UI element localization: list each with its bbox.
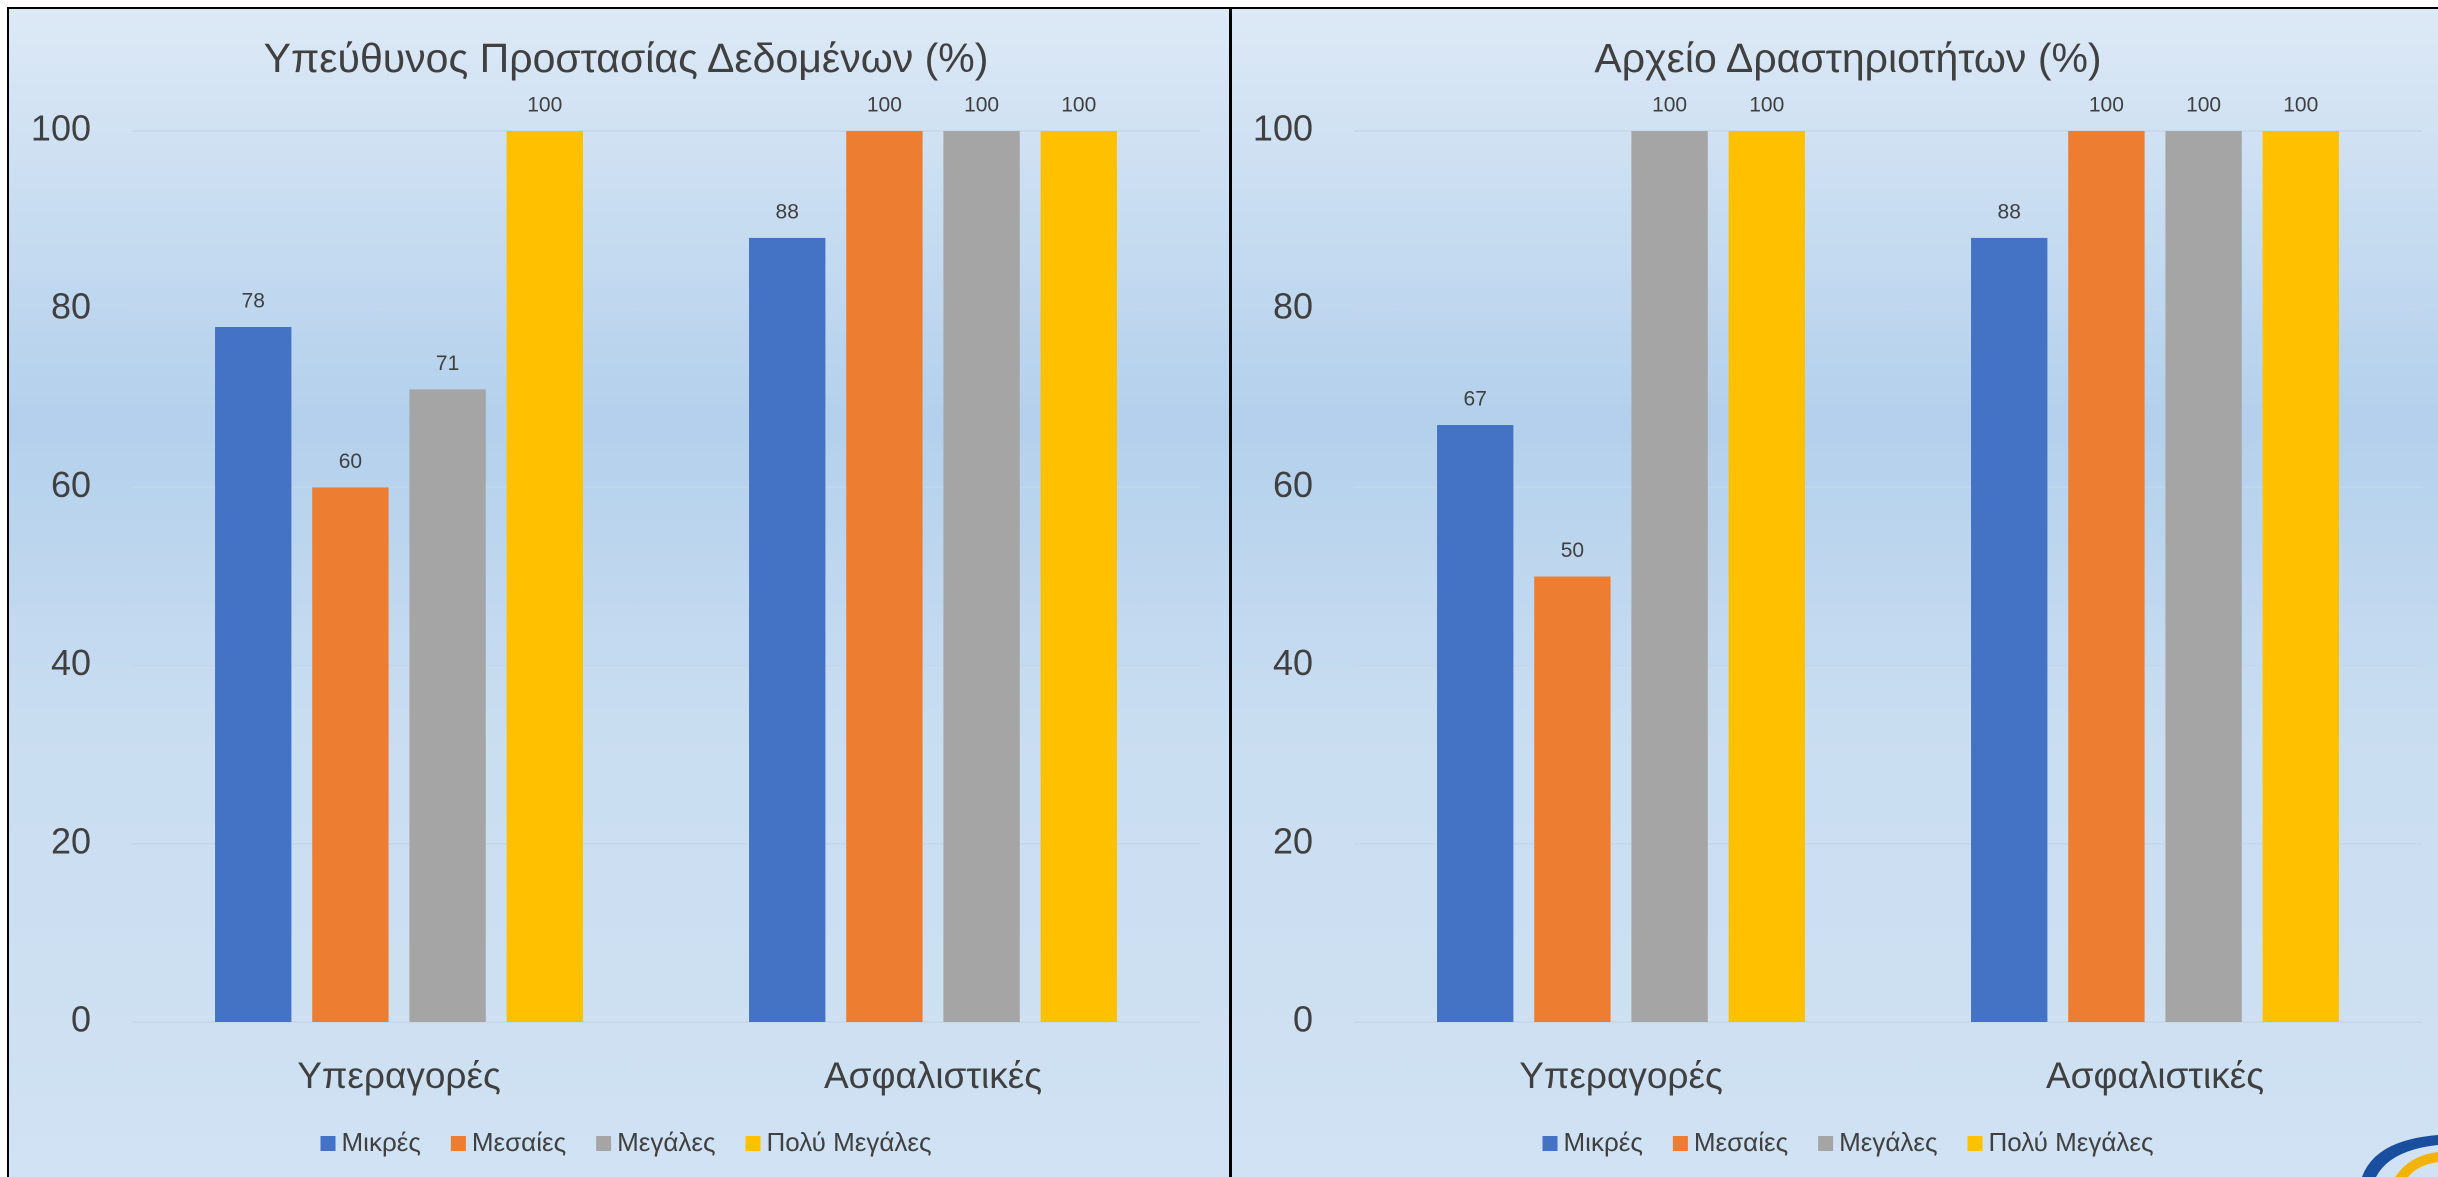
legend-label: Μεσαίες <box>472 1127 566 1157</box>
data-label: 100 <box>1749 94 1784 117</box>
chart-title: Αρχείο Δραστηριοτήτων (%) <box>1594 35 2101 81</box>
legend-swatch <box>596 1136 612 1151</box>
y-tick-label: 40 <box>1273 642 1313 683</box>
legend-swatch <box>450 1136 466 1151</box>
y-tick-label: 0 <box>1293 999 1313 1040</box>
data-label: 88 <box>1998 200 2021 223</box>
data-label: 100 <box>2283 94 2318 117</box>
bar <box>312 487 389 1022</box>
panel <box>1230 7 2438 1177</box>
bar <box>2165 131 2242 1022</box>
data-label: 60 <box>339 450 362 473</box>
data-label: 100 <box>867 94 902 117</box>
bar <box>1437 425 1514 1022</box>
legend-swatch <box>1967 1136 1983 1151</box>
data-label: 100 <box>1061 94 1096 117</box>
legend-swatch <box>1672 1136 1688 1151</box>
bar <box>1631 131 1708 1022</box>
y-tick-label: 100 <box>1253 108 1313 149</box>
legend-label: Πολύ Μεγάλες <box>1989 1127 2154 1157</box>
y-tick-label: 0 <box>71 999 91 1040</box>
bar <box>749 237 826 1023</box>
bar <box>2262 131 2339 1022</box>
legend-label: Μικρές <box>1564 1127 1643 1157</box>
data-label: 71 <box>436 352 459 375</box>
legend-label: Μεγάλες <box>1839 1127 1937 1157</box>
bar <box>506 131 583 1022</box>
y-tick-label: 40 <box>51 642 91 683</box>
bar <box>1534 576 1611 1022</box>
data-label: 100 <box>2089 94 2124 117</box>
y-tick-label: 100 <box>31 108 91 149</box>
legend-swatch <box>1818 1136 1834 1151</box>
legend-swatch <box>320 1136 336 1151</box>
y-tick-label: 20 <box>1273 820 1313 861</box>
data-label: 88 <box>776 200 799 223</box>
legend-label: Πολύ Μεγάλες <box>767 1127 932 1157</box>
x-tick-label: Υπεραγορές <box>297 1055 501 1096</box>
chart-title: Υπεύθυνος Προστασίας Δεδομένων (%) <box>264 35 989 81</box>
legend-label: Μεσαίες <box>1694 1127 1788 1157</box>
y-tick-label: 80 <box>1273 286 1313 327</box>
bar <box>2068 131 2145 1022</box>
y-tick-label: 80 <box>51 286 91 327</box>
legend-label: Μικρές <box>342 1127 421 1157</box>
data-label: 78 <box>242 290 265 313</box>
legend-swatch <box>1542 1136 1558 1151</box>
logo <box>2362 1135 2438 1177</box>
panel <box>7 7 1231 1177</box>
data-label: 100 <box>2186 94 2221 117</box>
bar <box>846 131 923 1022</box>
data-label: 100 <box>527 94 562 117</box>
legend-label: Μεγάλες <box>617 1127 715 1157</box>
y-tick-label: 20 <box>51 820 91 861</box>
legend-swatch <box>745 1136 761 1151</box>
data-label: 100 <box>964 94 999 117</box>
y-tick-label: 60 <box>1273 464 1313 505</box>
bar <box>1728 131 1805 1022</box>
bar <box>409 389 486 1022</box>
data-label: 100 <box>1652 94 1687 117</box>
x-tick-label: Υπεραγορές <box>1519 1055 1723 1096</box>
bar <box>215 327 292 1022</box>
y-tick-label: 60 <box>51 464 91 505</box>
bar <box>1040 131 1117 1022</box>
data-label: 50 <box>1561 539 1584 562</box>
x-tick-label: Ασφαλιστικές <box>824 1055 1042 1096</box>
bar <box>1971 237 2048 1023</box>
bar <box>943 131 1020 1022</box>
data-label: 67 <box>1464 388 1487 411</box>
x-tick-label: Ασφαλιστικές <box>2046 1055 2264 1096</box>
